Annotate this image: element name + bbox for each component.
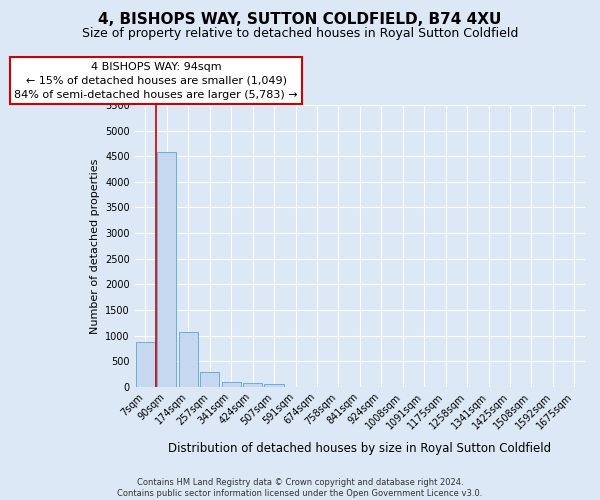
Text: 4, BISHOPS WAY, SUTTON COLDFIELD, B74 4XU: 4, BISHOPS WAY, SUTTON COLDFIELD, B74 4X… [98, 12, 502, 28]
X-axis label: Distribution of detached houses by size in Royal Sutton Coldfield: Distribution of detached houses by size … [168, 442, 551, 455]
Bar [200, 372, 220, 387]
Bar [157, 152, 176, 387]
Bar [265, 384, 284, 387]
Bar [179, 332, 198, 387]
Text: Contains HM Land Registry data © Crown copyright and database right 2024.
Contai: Contains HM Land Registry data © Crown c… [118, 478, 482, 498]
Bar [221, 382, 241, 387]
Y-axis label: Number of detached properties: Number of detached properties [89, 158, 100, 334]
Text: 4 BISHOPS WAY: 94sqm
← 15% of detached houses are smaller (1,049)
84% of semi-de: 4 BISHOPS WAY: 94sqm ← 15% of detached h… [14, 62, 298, 100]
Text: Size of property relative to detached houses in Royal Sutton Coldfield: Size of property relative to detached ho… [82, 28, 518, 40]
Bar [136, 342, 155, 387]
Bar [243, 383, 262, 387]
